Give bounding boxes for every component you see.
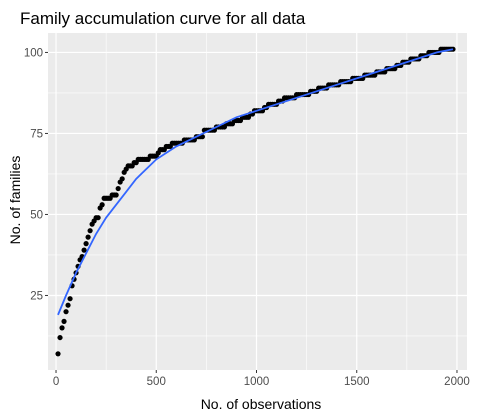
y-tick-label: 25: [30, 290, 43, 302]
y-tick-label: 75: [30, 128, 43, 140]
data-point: [87, 228, 93, 234]
data-point: [63, 309, 69, 315]
data-point: [81, 247, 87, 253]
smooth-line: [57, 48, 454, 316]
data-point: [59, 325, 65, 331]
x-axis-label: No. of observations: [201, 396, 322, 412]
data-point: [99, 202, 105, 208]
x-tick-label: 500: [147, 376, 166, 388]
x-axis: 0 500 1000 1500 2000: [53, 370, 470, 388]
x-tick-label: 1000: [244, 376, 270, 388]
y-axis: 25 50 75 100: [24, 47, 48, 302]
data-point: [61, 318, 67, 324]
data-point: [95, 215, 101, 221]
grid-minor: [48, 33, 467, 370]
data-point: [83, 241, 89, 247]
chart-title: Family accumulation curve for all data: [20, 9, 306, 28]
y-tick-label: 50: [30, 209, 43, 221]
data-point: [85, 234, 91, 240]
x-tick-label: 2000: [444, 376, 470, 388]
data-point: [119, 176, 125, 182]
data-point: [57, 334, 63, 341]
data-point: [65, 302, 71, 308]
data-point: [115, 185, 121, 192]
y-axis-label: No. of families: [7, 156, 23, 245]
grid-major: [48, 33, 467, 370]
data-point: [113, 192, 119, 198]
data-point: [55, 351, 61, 357]
x-tick-label: 1500: [344, 376, 370, 388]
data-point: [67, 296, 73, 302]
plot-panel: [48, 33, 467, 370]
y-tick-label: 100: [24, 47, 43, 59]
x-tick-label: 0: [53, 376, 59, 388]
